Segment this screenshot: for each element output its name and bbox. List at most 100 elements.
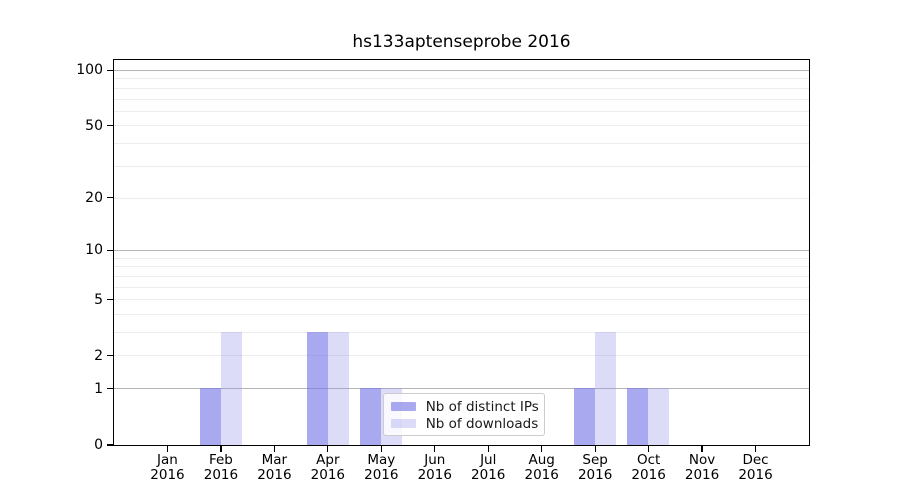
x-tick-month: Feb <box>208 451 233 468</box>
x-tick-jun <box>434 446 436 452</box>
x-tick-label-mar: Mar 2016 <box>244 451 304 483</box>
legend-label-distinct-ips: Nb of distinct IPs <box>425 398 539 415</box>
x-tick-year: 2016 <box>471 466 506 483</box>
x-tick-month: Aug <box>528 451 555 468</box>
x-tick-year: 2016 <box>524 466 559 483</box>
plot-area: Nb of distinct IPs Nb of downloads <box>112 59 811 447</box>
x-tick-month: Nov <box>688 451 716 468</box>
x-tick-year: 2016 <box>684 466 720 483</box>
x-tick-month: Oct <box>636 451 661 468</box>
x-tick-month: Dec <box>742 451 769 468</box>
x-tick-year: 2016 <box>417 466 452 483</box>
x-tick-oct <box>647 446 650 452</box>
gridline-y-7 <box>113 275 809 277</box>
bar-sep-distinct-ips <box>573 388 595 445</box>
x-tick-month: Sep <box>582 451 608 468</box>
y-tick-5 <box>106 298 113 301</box>
x-tick-aug <box>541 446 543 452</box>
gridline-y-70 <box>113 98 809 100</box>
gridline-y-30 <box>113 165 809 167</box>
x-tick-label-oct: Oct 2016 <box>619 451 679 483</box>
x-tick-month: Jun <box>424 451 446 468</box>
x-tick-year: 2016 <box>257 466 292 483</box>
x-tick-label-may: May 2016 <box>351 451 411 483</box>
x-tick-label-aug: Aug 2016 <box>512 451 572 483</box>
legend-swatch-downloads-icon <box>390 418 416 429</box>
x-tick-year: 2016 <box>310 466 346 483</box>
bar-may-distinct-ips <box>359 388 381 445</box>
y-tick-0 <box>106 444 113 446</box>
gridline-y-90 <box>113 78 809 80</box>
x-tick-year: 2016 <box>150 466 185 483</box>
bar-oct-distinct-ips <box>627 388 649 445</box>
x-tick-label-jul: Jul 2016 <box>458 451 518 483</box>
gridline-y-2 <box>113 355 809 357</box>
y-tick-2 <box>106 355 113 357</box>
gridline-y-6 <box>113 286 809 288</box>
gridline-y-40 <box>113 143 809 145</box>
y-tick-label-100: 100 <box>76 62 103 79</box>
gridline-y-9 <box>113 257 809 259</box>
x-tick-year: 2016 <box>738 466 773 483</box>
x-tick-feb <box>220 446 222 452</box>
bar-feb-distinct-ips <box>199 388 221 445</box>
x-tick-month: Jan <box>157 451 178 468</box>
bar-feb-downloads <box>220 332 242 445</box>
y-tick-50 <box>106 125 113 127</box>
x-tick-may <box>380 446 382 452</box>
x-tick-month: May <box>367 451 396 468</box>
y-tick-100 <box>106 69 113 71</box>
x-tick-year: 2016 <box>364 466 399 483</box>
y-tick-label-5: 5 <box>94 291 103 308</box>
y-tick-label-0: 0 <box>94 437 103 453</box>
y-tick-1 <box>106 388 113 390</box>
bar-oct-downloads <box>648 388 670 445</box>
legend-item-downloads: Nb of downloads <box>390 415 539 432</box>
y-tick-label-1: 1 <box>94 380 103 397</box>
x-tick-label-apr: Apr 2016 <box>298 451 358 483</box>
legend-swatch-distinct-ips-icon <box>390 401 416 412</box>
x-tick-year: 2016 <box>631 466 666 483</box>
x-tick-month: Apr <box>316 451 340 468</box>
x-tick-month: Jul <box>480 451 497 468</box>
legend: Nb of distinct IPs Nb of downloads <box>382 392 545 437</box>
legend-item-distinct-ips: Nb of distinct IPs <box>390 398 539 415</box>
legend-label-downloads: Nb of downloads <box>425 415 539 432</box>
gridline-y-80 <box>113 87 809 89</box>
x-tick-jul <box>487 446 489 452</box>
gridline-y-3 <box>113 332 809 334</box>
x-tick-jan <box>166 446 169 452</box>
gridline-y-1 <box>113 388 809 390</box>
gridline-y-8 <box>113 266 809 268</box>
x-tick-nov <box>701 446 703 452</box>
y-tick-20 <box>106 197 113 199</box>
y-tick-label-10: 10 <box>85 242 103 259</box>
chart-title: hs133aptenseprobe 2016 <box>352 32 571 52</box>
x-tick-month: Mar <box>261 451 288 468</box>
x-tick-year: 2016 <box>203 466 239 483</box>
x-tick-year: 2016 <box>577 466 613 483</box>
y-tick-label-2: 2 <box>94 347 103 364</box>
bar-apr-distinct-ips <box>306 332 328 445</box>
x-tick-label-jun: Jun 2016 <box>405 451 465 483</box>
bar-sep-downloads <box>594 332 616 445</box>
y-tick-10 <box>106 249 113 251</box>
x-tick-sep <box>594 446 596 452</box>
gridline-y-5 <box>113 299 809 301</box>
gridline-y-4 <box>113 314 809 316</box>
y-tick-label-20: 20 <box>85 189 103 206</box>
bar-apr-downloads <box>327 332 349 445</box>
y-tick-label-50: 50 <box>85 117 103 134</box>
gridline-y-100 <box>113 70 809 72</box>
x-tick-mar <box>273 446 276 452</box>
x-tick-label-dec: Dec 2016 <box>726 451 786 483</box>
gridline-y-60 <box>113 110 809 112</box>
x-tick-label-jan: Jan 2016 <box>137 451 197 483</box>
x-tick-apr <box>327 446 329 452</box>
gridline-y-20 <box>113 197 809 199</box>
gridline-y-50 <box>113 125 809 127</box>
x-tick-dec <box>754 446 757 452</box>
x-tick-label-sep: Sep 2016 <box>565 451 625 483</box>
x-tick-label-nov: Nov 2016 <box>672 451 732 483</box>
